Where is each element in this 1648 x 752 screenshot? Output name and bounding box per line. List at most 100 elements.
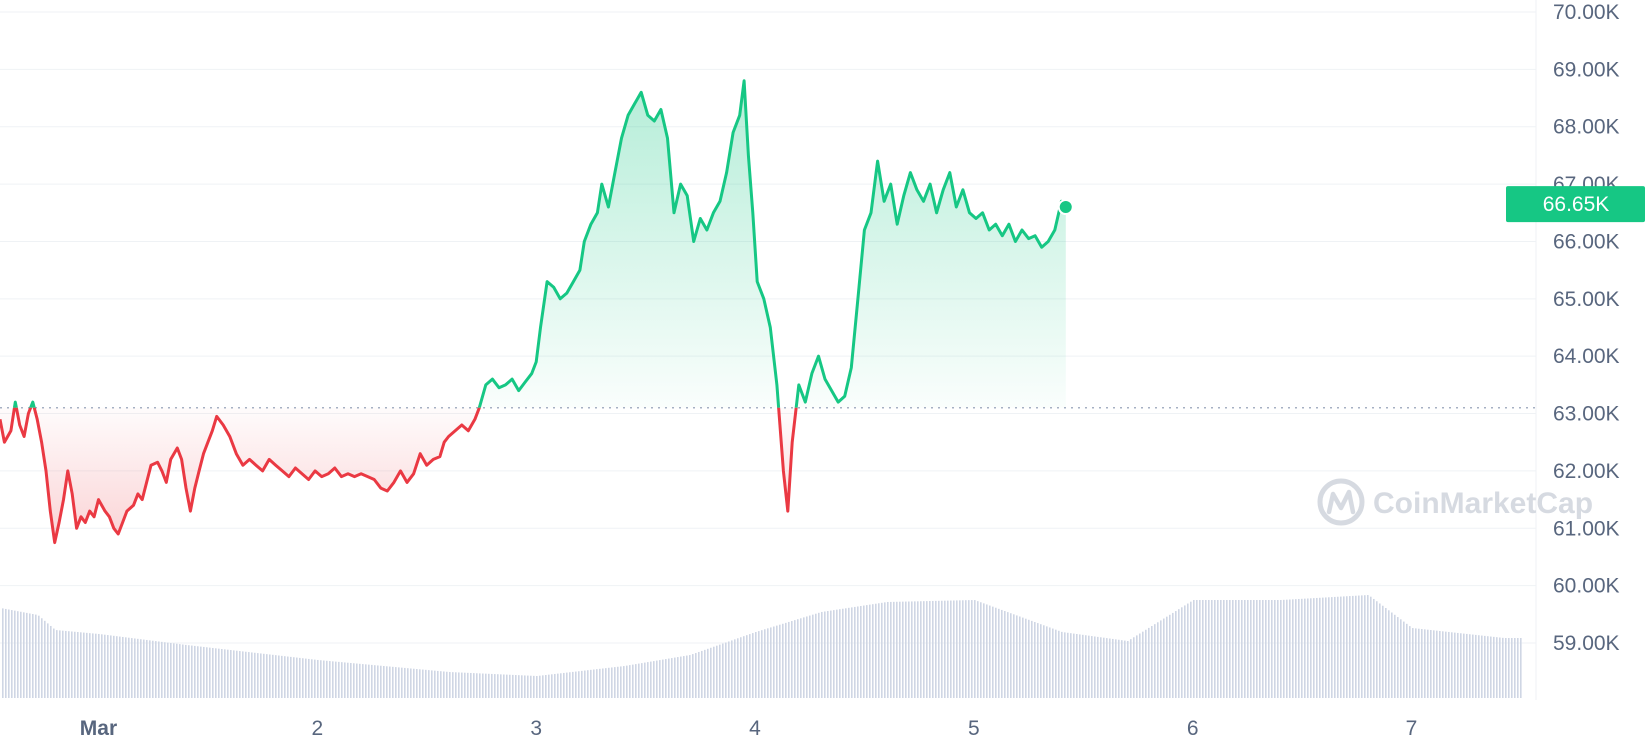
volume-bar: [722, 643, 724, 698]
volume-bar: [764, 629, 766, 698]
volume-bar: [146, 639, 148, 698]
volume-bar: [242, 651, 244, 698]
volume-bar: [239, 651, 241, 698]
volume-bar: [515, 675, 517, 698]
volume-bar: [872, 604, 874, 698]
volume-bar: [1466, 633, 1468, 698]
volume-bar: [797, 619, 799, 698]
volume-bar: [89, 633, 91, 698]
volume-bar: [983, 603, 985, 698]
coinmarketcap-logo-icon: [1317, 478, 1365, 526]
volume-bar: [1217, 600, 1219, 698]
volume-bar: [1040, 624, 1042, 698]
volume-bar: [545, 674, 547, 698]
price-area: [0, 80, 1066, 543]
volume-bar: [437, 670, 439, 698]
volume-bar: [344, 662, 346, 698]
volume-bar: [1514, 638, 1516, 698]
volume-bar: [452, 672, 454, 698]
volume-bar: [1226, 600, 1228, 698]
volume-bar: [1085, 635, 1087, 698]
volume-bar: [158, 641, 160, 698]
volume-bar: [719, 644, 721, 698]
volume-bar: [773, 626, 775, 698]
volume-bar: [41, 618, 43, 698]
volume-bar: [290, 656, 292, 698]
volume-bar: [221, 648, 223, 698]
volume-bar: [362, 664, 364, 698]
volume-bar: [1313, 598, 1315, 698]
volume-bar: [1076, 634, 1078, 698]
volume-bar: [1121, 640, 1123, 698]
volume-bar: [662, 659, 664, 698]
volume-bar: [1490, 636, 1492, 698]
volume-bar: [962, 600, 964, 698]
volume-bar: [1250, 600, 1252, 698]
volume-bar: [1322, 597, 1324, 698]
volume-bar: [1274, 600, 1276, 698]
volume-bar: [542, 675, 544, 698]
volume-bar: [461, 672, 463, 698]
volume-bar: [893, 601, 895, 698]
volume-bar: [947, 600, 949, 698]
x-tick-label: 6: [1187, 717, 1199, 740]
volume-bar: [197, 646, 199, 698]
volume-bar: [905, 601, 907, 698]
volume-bar: [614, 667, 616, 698]
volume-bar: [1010, 613, 1012, 698]
volume-bar: [1247, 600, 1249, 698]
volume-bar: [683, 656, 685, 698]
x-tick-label: Mar: [80, 717, 117, 740]
volume-bar: [1475, 634, 1477, 698]
volume-bar: [305, 658, 307, 698]
volume-bar: [398, 667, 400, 698]
volume-bar: [1298, 598, 1300, 698]
volume-bar: [605, 668, 607, 698]
volume-bar: [206, 647, 208, 698]
volume-bar: [1145, 629, 1147, 698]
volume-bar: [1400, 619, 1402, 698]
volume-bar: [995, 607, 997, 698]
volume-bar: [1289, 599, 1291, 698]
volume-bar: [803, 617, 805, 698]
volume-bar: [416, 669, 418, 698]
volume-bar: [29, 613, 31, 698]
volume-bar: [140, 639, 142, 698]
volume-bar: [839, 609, 841, 698]
volume-bar: [569, 672, 571, 698]
volume-bar: [26, 612, 28, 698]
volume-bar: [611, 667, 613, 698]
volume-bar: [791, 621, 793, 698]
x-tick-label: 2: [311, 717, 323, 740]
volume-bar: [464, 672, 466, 698]
volume-bar: [584, 670, 586, 698]
volume-bar: [1517, 638, 1519, 698]
volume-bar: [617, 666, 619, 698]
volume-bar: [770, 627, 772, 698]
volume-bar: [761, 630, 763, 698]
volume-bar: [557, 673, 559, 698]
volume-bar: [332, 661, 334, 698]
volume-bar: [272, 654, 274, 698]
volume-bar: [476, 673, 478, 698]
volume-bar: [1178, 609, 1180, 698]
volume-bar: [1172, 612, 1174, 698]
volume-bar: [425, 669, 427, 698]
volume-bar: [395, 667, 397, 698]
volume-bar: [599, 668, 601, 698]
volume-bar: [965, 600, 967, 698]
volume-bar: [215, 648, 217, 698]
y-tick-label: 63.00K: [1553, 403, 1620, 426]
volume-bar: [47, 623, 49, 698]
volume-bar: [1472, 634, 1474, 698]
volume-bar: [467, 672, 469, 698]
volume-bar: [194, 645, 196, 698]
volume-bar: [503, 674, 505, 698]
volume-bar: [575, 671, 577, 698]
volume-bar: [434, 670, 436, 698]
volume-bar: [356, 663, 358, 698]
volume-bar: [1373, 598, 1375, 698]
volume-bar: [299, 657, 301, 698]
volume-bar: [1388, 610, 1390, 698]
volume-bar: [524, 675, 526, 698]
